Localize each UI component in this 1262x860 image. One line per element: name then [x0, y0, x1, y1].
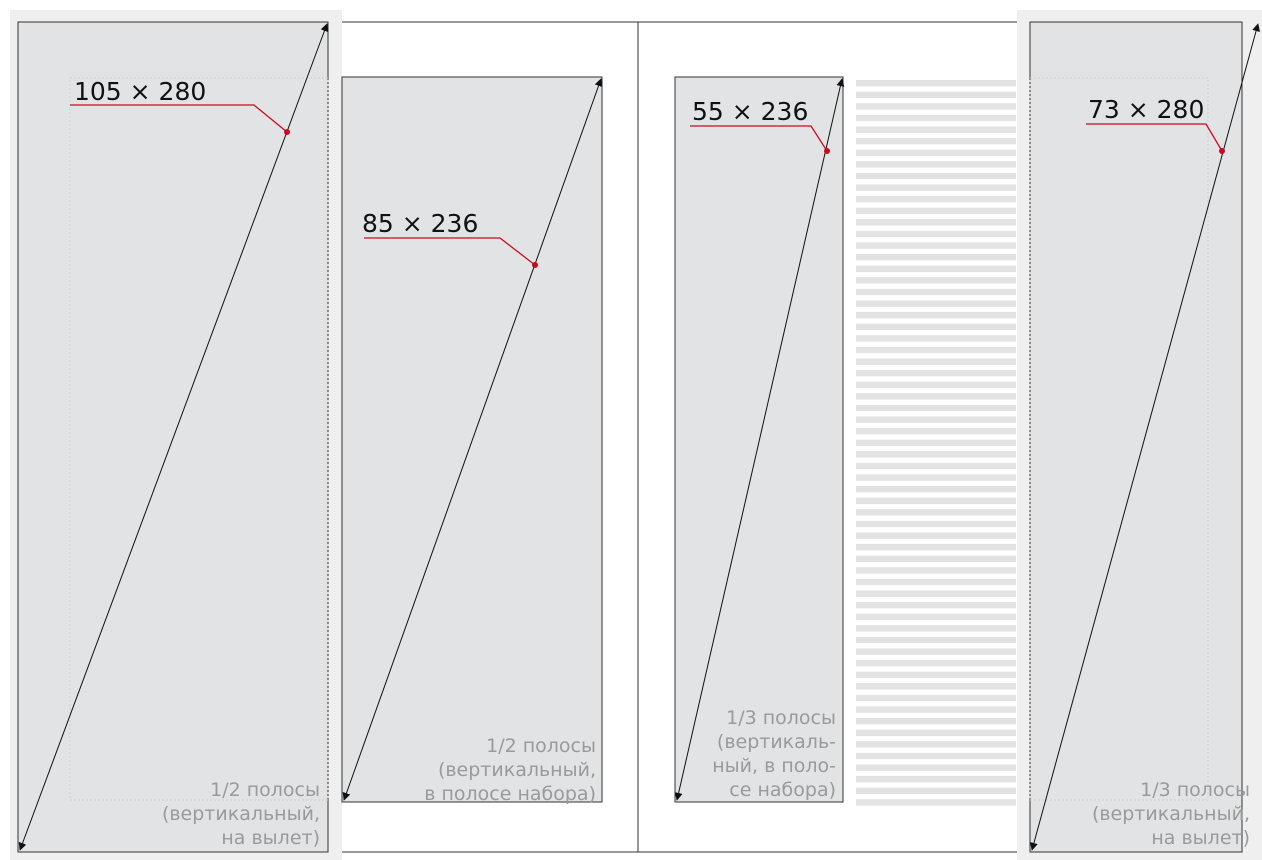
text-line-stripe	[856, 254, 1016, 261]
text-line-stripe	[856, 358, 1016, 365]
leader-dot	[284, 129, 290, 135]
caption-line-1: 1/2 полосы	[486, 735, 596, 757]
text-line-stripe	[856, 776, 1016, 783]
caption-line-2: (вертикальный,	[1092, 803, 1250, 825]
block-third-type: 55 × 236 1/3 полосы (вертикаль- ный, в п…	[674, 76, 845, 803]
text-line-stripe	[856, 486, 1016, 493]
diagonal-arrow	[674, 78, 845, 801]
block-half-type: 85 × 236 1/2 полосы (вертикальный, в пол…	[341, 76, 603, 805]
text-line-stripe	[856, 126, 1016, 133]
text-line-stripe	[856, 335, 1016, 342]
text-line-stripe	[856, 393, 1016, 400]
block-half-bleed: 105 × 280 1/2 полосы (вертикальный, на в…	[10, 10, 342, 860]
leader-dot	[824, 148, 830, 154]
caption-line-1: 1/3 полосы	[726, 707, 836, 729]
text-line-stripe	[856, 219, 1016, 226]
leader-dot	[532, 262, 538, 268]
text-line-stripe	[856, 138, 1016, 145]
text-line-stripe	[856, 103, 1016, 110]
caption-line-4: се набора)	[729, 779, 836, 801]
text-line-stripe	[856, 683, 1016, 690]
text-line-stripe	[856, 172, 1016, 180]
diagonal-arrow	[342, 78, 603, 801]
text-line-stripe	[856, 114, 1016, 122]
text-line-stripe	[856, 555, 1016, 562]
caption-line-1: 1/2 полосы	[210, 779, 320, 801]
text-line-stripe	[856, 636, 1016, 644]
ad-block	[1029, 21, 1243, 853]
text-line-stripe	[856, 474, 1016, 481]
text-line-stripe	[856, 509, 1016, 516]
text-line-stripe	[856, 80, 1016, 87]
text-line-stripe	[856, 718, 1016, 725]
diagonal-arrow	[1030, 23, 1260, 851]
leader-dot	[1219, 148, 1225, 154]
caption-line-3: на вылет)	[1151, 827, 1250, 849]
text-line-stripe	[856, 451, 1016, 458]
text-line-stripe	[856, 544, 1016, 551]
text-line-stripe	[856, 428, 1016, 435]
text-line-stripe	[856, 346, 1016, 354]
caption-line-1: 1/3 полосы	[1140, 779, 1250, 801]
text-line-stripe	[856, 277, 1016, 284]
caption-line-3: в полосе набора)	[424, 783, 596, 805]
text-line-stripe	[856, 149, 1016, 156]
text-line-stripe	[856, 416, 1016, 423]
caption-line-2: (вертикаль-	[717, 731, 836, 753]
text-line-stripe	[856, 230, 1016, 238]
text-line-stripe	[856, 694, 1016, 702]
diagonal-arrow	[18, 23, 329, 851]
text-line-stripe	[856, 613, 1016, 620]
text-line-stripe	[856, 381, 1016, 388]
leader-line	[70, 104, 288, 133]
text-line-stripe	[856, 300, 1016, 307]
text-line-stripe	[856, 520, 1016, 528]
text-line-stripe	[856, 497, 1016, 504]
text-line-stripe	[856, 312, 1016, 319]
text-line-stripe	[856, 196, 1016, 203]
text-line-stripe	[856, 660, 1016, 667]
text-line-stripe	[856, 404, 1016, 412]
text-line-stripe	[856, 184, 1016, 191]
block-third-bleed: 73 × 280 1/3 полосы (вертикальный, на вы…	[1017, 10, 1262, 860]
text-line-stripe	[856, 602, 1016, 609]
dimension-label: 85 × 236	[362, 209, 478, 238]
text-line-stripe	[856, 207, 1016, 214]
caption-line-2: (вертикальный,	[162, 803, 320, 825]
caption-line-3: на вылет)	[221, 827, 320, 849]
text-line-stripe	[856, 752, 1016, 760]
text-line-stripe	[856, 323, 1016, 330]
text-line-stripe	[856, 288, 1016, 296]
text-line-stripe	[856, 787, 1016, 794]
text-line-stripe	[856, 741, 1016, 748]
text-line-stripe	[856, 370, 1016, 377]
leader-line	[690, 125, 828, 152]
caption-line-2: (вертикальный,	[438, 759, 596, 781]
text-line-stripe	[856, 648, 1016, 655]
text-line-stripe	[856, 764, 1016, 771]
text-line-stripe	[856, 578, 1016, 586]
text-line-stripe	[856, 706, 1016, 713]
text-line-stripe	[856, 91, 1016, 98]
leader-line	[364, 237, 536, 266]
text-line-stripe	[856, 439, 1016, 446]
dimension-label: 73 × 280	[1088, 95, 1204, 124]
text-line-stripe	[856, 161, 1016, 168]
text-line-stripe	[856, 625, 1016, 632]
text-line-stripe	[856, 462, 1016, 470]
text-line-stripe	[856, 532, 1016, 539]
text-line-stripe	[856, 729, 1016, 736]
text-line-stripe	[856, 671, 1016, 678]
dimension-label: 105 × 280	[74, 77, 206, 106]
caption-line-3: ный, в поло-	[712, 755, 836, 777]
text-line-stripe	[856, 799, 1016, 806]
leader-line	[1086, 123, 1223, 152]
text-line-stripe	[856, 265, 1016, 272]
text-line-stripe	[856, 242, 1016, 249]
text-line-stripe	[856, 590, 1016, 597]
text-lines-placeholder	[856, 80, 1016, 806]
text-line-stripe	[856, 567, 1016, 574]
dimension-label: 55 × 236	[692, 97, 808, 126]
